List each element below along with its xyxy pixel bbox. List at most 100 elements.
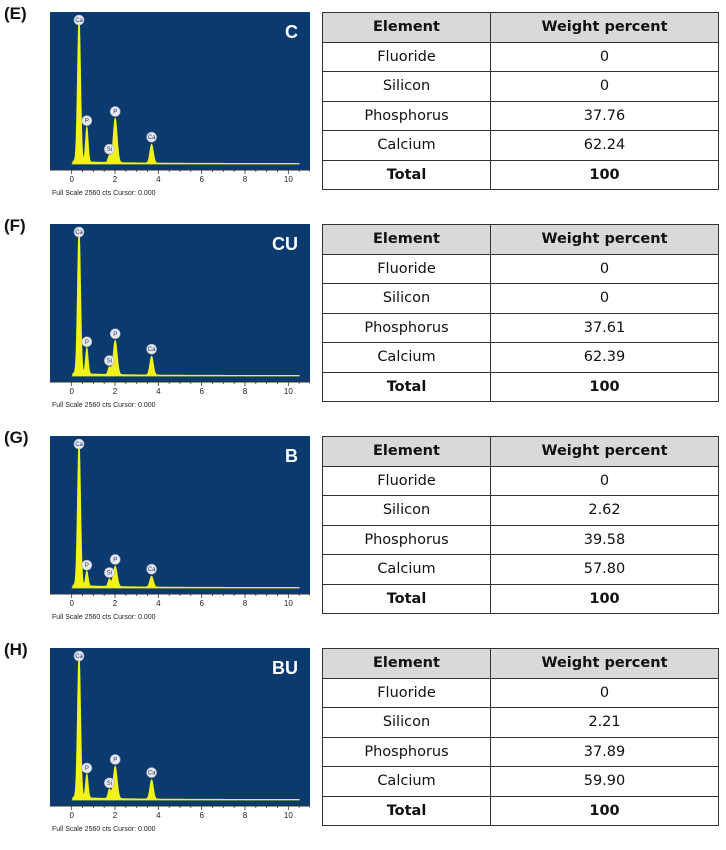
x-tick-label: 0 (69, 387, 74, 396)
element-cell: Silicon (322, 71, 491, 102)
panel-f: (F) 0 2 4 6 8 10 Full Scale 2560 cts Cursor: 0… (0, 216, 726, 416)
spectrum-svg: 0 2 4 6 8 10 Full Scale 2560 cts Cursor: 0.000… (50, 12, 310, 197)
value-cell: 100 (490, 795, 719, 826)
peak-marker: Si (104, 143, 115, 155)
element-cell: Fluoride (322, 677, 491, 708)
peak-marker: P (81, 336, 93, 348)
table-row: Fluoride 0 (322, 465, 719, 496)
element-cell: Calcium (322, 130, 491, 161)
peak-marker: P (109, 106, 121, 117)
x-tick-label: 8 (243, 599, 248, 608)
svg-text:P: P (85, 766, 89, 772)
x-tick-label: 4 (156, 175, 161, 184)
value-cell: 37.89 (490, 736, 719, 767)
total-row: Total 100 (322, 371, 719, 402)
sample-label: B (285, 446, 298, 466)
value-cell: 0 (490, 465, 719, 496)
spectrum-curve (71, 653, 300, 801)
element-cell: Total (322, 159, 491, 190)
spectrum-footer: Full Scale 2560 cts Cursor: 0.000 (52, 402, 156, 409)
value-cell: 2.21 (490, 707, 719, 738)
x-tick-label: 6 (199, 387, 204, 396)
element-cell: Total (322, 583, 491, 614)
element-cell: Calcium (322, 554, 491, 585)
axis-strip (50, 382, 310, 409)
element-cell: Phosphorus (322, 100, 491, 131)
value-cell: 62.24 (490, 130, 719, 161)
column-header-element: Element (322, 648, 491, 679)
x-tick-label: 4 (156, 599, 161, 608)
axis-strip (50, 170, 310, 197)
spectrum-svg: 0 2 4 6 8 10 Full Scale 2560 cts Cursor: 0.000… (50, 224, 310, 409)
column-header-element: Element (322, 224, 491, 255)
peak-marker: Ca (73, 226, 85, 238)
table-row: Calcium 62.39 (322, 342, 719, 373)
value-cell: 100 (490, 159, 719, 190)
value-cell: 0 (490, 283, 719, 314)
svg-text:Ca: Ca (148, 135, 156, 141)
svg-text:Ca: Ca (148, 771, 156, 777)
spectrum-curve (71, 229, 300, 377)
spectrum-footer: Full Scale 2560 cts Cursor: 0.000 (52, 190, 156, 197)
element-cell: Calcium (322, 766, 491, 797)
peak-marker: P (109, 328, 121, 340)
plot-background (50, 224, 310, 382)
sample-label: C (285, 22, 298, 42)
total-row: Total 100 (322, 795, 719, 826)
column-header-weight-percent: Weight percent (490, 436, 719, 467)
x-tick-label: 10 (284, 387, 293, 396)
element-cell: Silicon (322, 707, 491, 738)
svg-text:Ca: Ca (75, 442, 83, 448)
peak-marker: P (81, 115, 93, 126)
svg-text:P: P (113, 757, 117, 763)
table-row: Fluoride 0 (322, 677, 719, 708)
element-cell: Total (322, 795, 491, 826)
table-row: Phosphorus 37.61 (322, 312, 719, 343)
table-row: Fluoride 0 (322, 253, 719, 284)
x-tick-label: 10 (284, 811, 293, 820)
panel-letter: (G) (4, 428, 29, 447)
x-tick-label: 0 (69, 599, 74, 608)
value-cell: 0 (490, 71, 719, 102)
column-header-weight-percent: Weight percent (490, 648, 719, 679)
spectrum-footer: Full Scale 2560 cts Cursor: 0.000 (52, 614, 156, 621)
element-cell: Fluoride (322, 253, 491, 284)
value-cell: 37.76 (490, 100, 719, 131)
peak-marker: Si (104, 777, 115, 789)
column-header-element: Element (322, 436, 491, 467)
element-cell: Fluoride (322, 465, 491, 496)
svg-text:P: P (113, 110, 117, 116)
panel-letter: (H) (4, 640, 28, 659)
plot-background (50, 436, 310, 594)
x-tick-label: 8 (243, 175, 248, 184)
sample-label: BU (272, 658, 298, 678)
value-cell: 0 (490, 41, 719, 72)
panel-e: (E) 0 2 4 6 8 10 Full Scale 2560 cts Cursor: 0… (0, 4, 726, 204)
sample-label: CU (272, 234, 298, 254)
x-tick-label: 6 (199, 599, 204, 608)
peak-marker: Ca (146, 563, 157, 575)
peak-marker: Ca (146, 343, 157, 355)
table-row: Calcium 62.24 (322, 130, 719, 161)
x-tick-label: 0 (69, 175, 74, 184)
table-row: Fluoride 0 (322, 41, 719, 72)
eds-spectrum: 0 2 4 6 8 10 Full Scale 2560 cts Cursor: 0.000… (50, 12, 310, 197)
svg-text:Si: Si (107, 359, 112, 365)
peak-marker: P (81, 762, 93, 774)
plot-background (50, 12, 310, 170)
x-tick-label: 2 (113, 599, 118, 608)
x-tick-label: 10 (284, 599, 293, 608)
x-tick-label: 8 (243, 811, 248, 820)
element-cell: Phosphorus (322, 736, 491, 767)
column-header-weight-percent: Weight percent (490, 224, 719, 255)
panel-h: (H) 0 2 4 6 8 10 Full Scale 2560 cts Cursor: 0… (0, 640, 726, 840)
total-row: Total 100 (322, 159, 719, 190)
svg-text:P: P (85, 563, 89, 569)
spectrum-svg: 0 2 4 6 8 10 Full Scale 2560 cts Cursor: 0.000… (50, 436, 310, 621)
table-header-row: Element Weight percent (322, 436, 719, 467)
value-cell: 100 (490, 371, 719, 402)
panel-letter: (F) (4, 216, 26, 235)
value-cell: 2.62 (490, 495, 719, 526)
svg-text:Si: Si (107, 781, 112, 787)
svg-text:Si: Si (107, 571, 112, 577)
